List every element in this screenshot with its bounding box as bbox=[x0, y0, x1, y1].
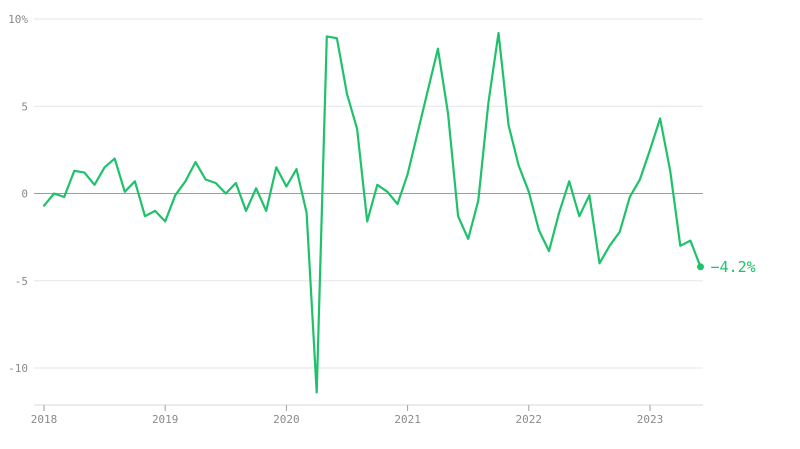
y-tick-label: 5 bbox=[21, 100, 28, 113]
x-tick-label: 2018 bbox=[31, 413, 58, 426]
end-annotation: −4.2% bbox=[697, 258, 756, 276]
y-tick-label: -5 bbox=[15, 275, 28, 288]
y-tick-label: 10% bbox=[8, 13, 28, 26]
end-value-label: −4.2% bbox=[711, 258, 756, 276]
y-tick-label: 0 bbox=[21, 188, 28, 201]
end-point-marker bbox=[697, 263, 704, 271]
grid bbox=[34, 18, 703, 369]
y-tick-label: -10 bbox=[8, 362, 28, 375]
x-tick-label: 2020 bbox=[273, 413, 300, 426]
x-tick-label: 2021 bbox=[394, 413, 421, 426]
x-tick-label: 2022 bbox=[516, 413, 543, 426]
series-line bbox=[42, 31, 702, 394]
x-tick-label: 2019 bbox=[152, 413, 179, 426]
x-tick-label: 2023 bbox=[637, 413, 664, 426]
y-axis-labels: 10% 5 0 -5 -10 bbox=[8, 13, 28, 375]
series bbox=[42, 31, 702, 394]
x-axis: 2018 2019 2020 2021 2022 2023 bbox=[31, 404, 703, 426]
